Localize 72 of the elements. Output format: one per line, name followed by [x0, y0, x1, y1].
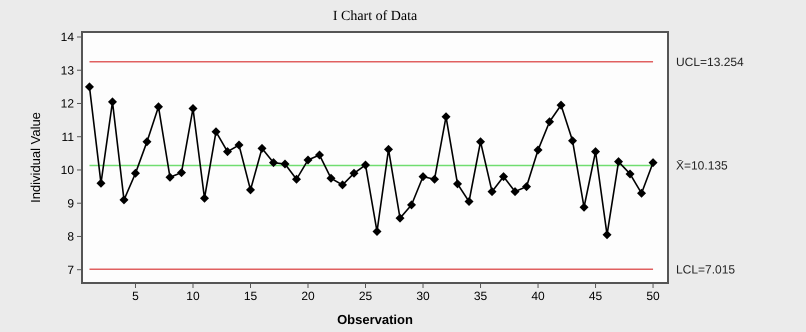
- point: [130, 168, 140, 178]
- y-tick-label: 14: [60, 30, 74, 44]
- point: [614, 157, 624, 166]
- point: [119, 195, 128, 204]
- point: [188, 104, 198, 113]
- point: [96, 178, 106, 188]
- x-tick-label: 10: [186, 289, 200, 303]
- y-tick-label: 12: [60, 96, 74, 111]
- point: [407, 200, 416, 210]
- point: [534, 146, 543, 155]
- x-tick-label: 30: [416, 289, 430, 303]
- point: [418, 172, 428, 182]
- point: [442, 112, 451, 122]
- ref-line-label: LCL=7.015: [676, 262, 736, 276]
- ref-line-label: UCL=13.254: [676, 54, 744, 69]
- y-tick-label: 8: [67, 230, 74, 244]
- point: [246, 185, 255, 194]
- point: [626, 169, 635, 178]
- y-tick-label: 7: [67, 262, 74, 277]
- point: [211, 127, 220, 136]
- point: [292, 174, 301, 184]
- point: [280, 159, 290, 168]
- point: [602, 230, 612, 240]
- point: [476, 137, 486, 146]
- point: [488, 187, 497, 196]
- x-tick-label: 40: [531, 289, 546, 303]
- y-tick-label: 11: [62, 130, 74, 144]
- point: [142, 137, 152, 146]
- x-tick-label: 15: [244, 289, 258, 303]
- point: [568, 136, 578, 146]
- point: [384, 144, 394, 154]
- y-tick-label: 9: [67, 196, 74, 210]
- point: [269, 158, 278, 168]
- point: [396, 214, 405, 223]
- point: [222, 147, 232, 156]
- point: [350, 168, 359, 178]
- point: [315, 150, 324, 160]
- y-axis-title: Individual Value: [28, 112, 43, 203]
- point: [545, 117, 554, 126]
- point: [522, 182, 532, 192]
- point: [258, 144, 266, 153]
- point: [338, 180, 348, 190]
- x-tick-label: 35: [474, 289, 488, 303]
- point: [499, 172, 508, 182]
- point: [361, 160, 370, 170]
- point: [453, 179, 462, 188]
- point: [580, 202, 589, 212]
- point: [200, 194, 209, 203]
- point: [464, 197, 474, 206]
- point: [154, 102, 163, 112]
- point: [108, 97, 117, 106]
- point: [304, 155, 313, 164]
- point: [648, 158, 658, 168]
- point: [165, 172, 174, 182]
- x-tick-label: 45: [588, 289, 603, 303]
- chart-title: I Chart of Data: [332, 9, 418, 24]
- point: [234, 140, 244, 150]
- point: [637, 188, 646, 198]
- x-tick-label: 50: [646, 289, 660, 303]
- point: [84, 82, 94, 92]
- x-tick-label: 25: [358, 289, 373, 303]
- point: [556, 100, 566, 110]
- point: [510, 187, 520, 196]
- x-tick-label: 5: [132, 289, 140, 303]
- x-tick-label: 20: [301, 289, 315, 303]
- y-tick-label: 13: [60, 63, 74, 78]
- point: [430, 174, 440, 184]
- x-axis-title: Observation: [337, 312, 413, 327]
- ref-line-label: X̄=10.135: [676, 158, 728, 173]
- point: [326, 174, 336, 183]
- y-tick-label: 10: [60, 163, 74, 178]
- point: [176, 168, 186, 178]
